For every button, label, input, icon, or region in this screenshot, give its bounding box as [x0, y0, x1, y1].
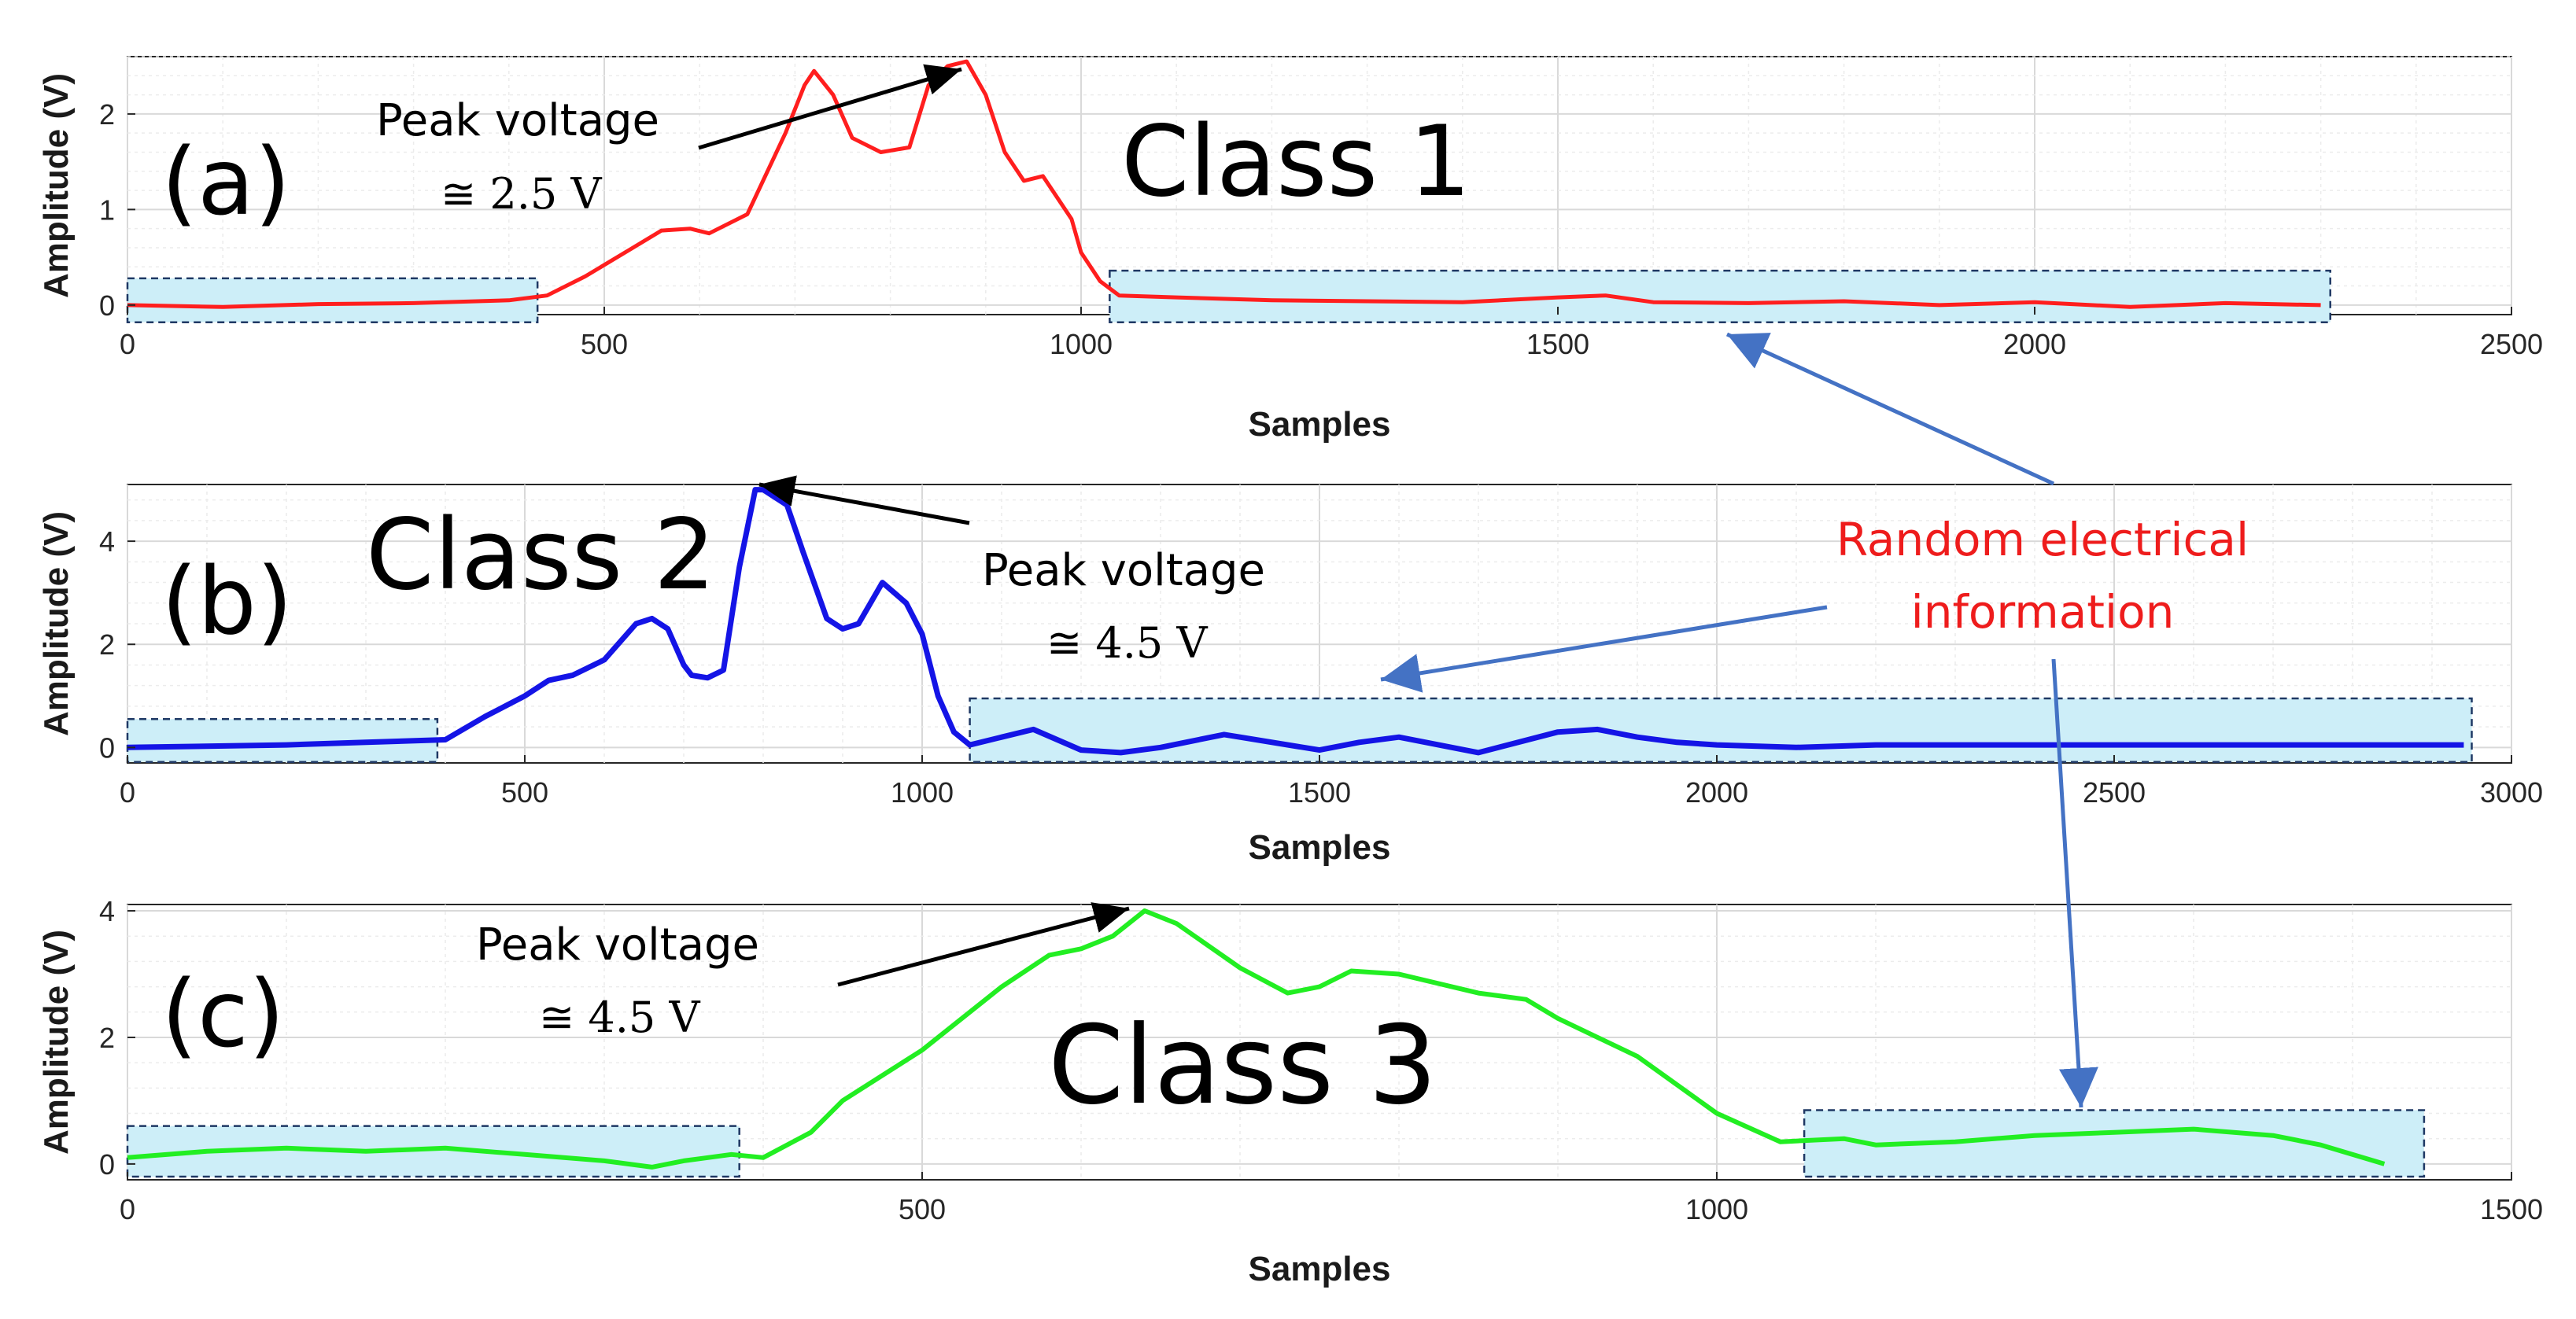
x-tick-label: 500: [899, 1193, 946, 1225]
y-ticks-a: 0 1 2: [99, 98, 135, 322]
peak-label-b: Peak voltage: [982, 545, 1265, 596]
y-tick-label: 0: [99, 289, 115, 322]
x-tick-label: 500: [501, 776, 548, 809]
x-ticks-a: 0 500 1000 1500 2000 2500: [120, 307, 2543, 360]
x-axis-title-c: Samples: [1249, 1250, 1391, 1288]
x-tick-label: 1500: [1526, 328, 1589, 360]
peak-arrow-a: [698, 64, 962, 150]
x-tick-label: 2500: [2480, 328, 2543, 360]
x-tick-label: 1000: [1050, 328, 1113, 360]
x-ticks-b: 0 500 1000 1500 2000 2500 3000: [120, 755, 2543, 809]
x-tick-label: 500: [581, 328, 628, 360]
panel-label-b: (b): [161, 547, 293, 655]
y-tick-label: 2: [99, 98, 115, 131]
y-ticks-c: 0 2 4: [99, 895, 135, 1181]
peak-arrow-b: [758, 475, 970, 525]
x-axis-title-a: Samples: [1249, 405, 1391, 444]
signal-line-class-1: [127, 59, 2321, 309]
y-axis-title-b: Amplitude (V): [37, 511, 76, 736]
panel-a: 0 500 1000 1500 2000 2500 0 1 2 Samples Amplitu…: [37, 56, 2543, 444]
callout-line-1: Random electrical: [1836, 513, 2249, 566]
y-tick-label: 2: [99, 628, 115, 661]
panel-label-c: (c): [161, 960, 285, 1068]
x-tick-label: 0: [120, 328, 135, 360]
y-tick-label: 0: [99, 1148, 115, 1181]
x-tick-label: 2500: [2083, 776, 2146, 809]
class-label-3: Class 3: [1048, 1002, 1437, 1129]
x-tick-label: 0: [120, 1193, 135, 1225]
peak-value-b: ≅ 4.5 V: [1046, 618, 1208, 668]
y-tick-label: 4: [99, 525, 115, 558]
x-ticks-c: 0 500 1000 1500: [120, 1172, 2543, 1225]
peak-value-a: ≅ 2.5 V: [441, 169, 602, 219]
random-info-region: [969, 697, 2473, 763]
x-tick-label: 1000: [1685, 1193, 1748, 1225]
callout-arrow-to-b: [1380, 605, 1828, 693]
x-tick-label: 2000: [2003, 328, 2066, 360]
y-tick-label: 1: [99, 193, 115, 226]
class-label-2: Class 2: [366, 499, 716, 612]
y-tick-label: 0: [99, 731, 115, 764]
x-tick-label: 3000: [2480, 776, 2543, 809]
x-axis-title-b: Samples: [1249, 828, 1391, 867]
peak-value-c: ≅ 4.5 V: [539, 993, 700, 1042]
panel-c: 0 500 1000 1500 0 2 4 Samples Amplitude (V) (…: [37, 895, 2543, 1288]
panel-label-a: (a): [161, 127, 290, 236]
peak-arrow-c: [837, 902, 1130, 987]
peak-label-a: Peak voltage: [376, 95, 659, 146]
y-tick-label: 2: [99, 1022, 115, 1054]
callout-random-info: Random electrical information: [1380, 332, 2249, 1108]
x-tick-label: 0: [120, 776, 135, 809]
y-axis-title-c: Amplitude (V): [37, 930, 76, 1155]
x-tick-label: 1000: [891, 776, 954, 809]
panel-b: 0 500 1000 1500 2000 2500 3000 0 2 4 Samples Amp…: [37, 475, 2543, 867]
peak-label-c: Peak voltage: [476, 919, 759, 971]
callout-line-2: information: [1911, 585, 2175, 639]
signal-line-class-2: [127, 487, 2464, 756]
callout-arrow-to-c: [2051, 658, 2098, 1108]
highlights-a: [126, 269, 2331, 323]
x-tick-label: 1500: [1288, 776, 1351, 809]
x-tick-label: 1500: [2480, 1193, 2543, 1225]
random-info-region: [1109, 269, 2331, 323]
signal-line-class-3: [127, 908, 2386, 1170]
class-label-1: Class 1: [1121, 105, 1471, 219]
y-ticks-b: 0 2 4: [99, 525, 135, 764]
callout-arrow-to-a: [1725, 332, 2055, 486]
x-tick-label: 2000: [1685, 776, 1748, 809]
y-tick-label: 4: [99, 895, 115, 927]
y-axis-title-a: Amplitude (V): [37, 73, 76, 298]
